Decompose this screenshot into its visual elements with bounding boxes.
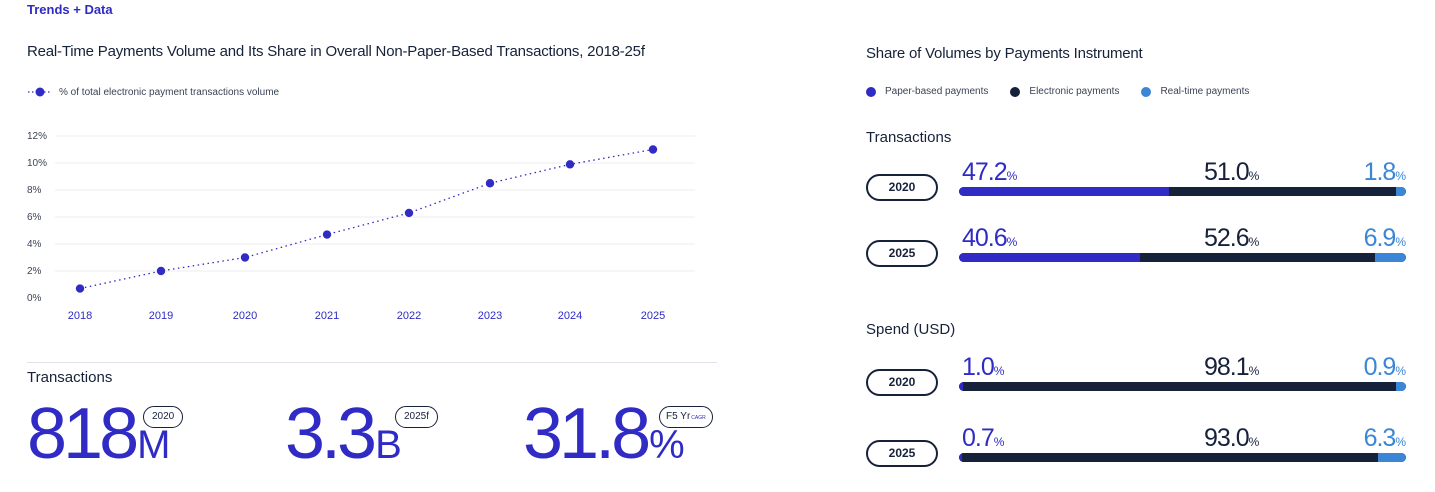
electronic-value: 51.0% bbox=[1204, 158, 1260, 186]
group-label-spend: Spend (USD) bbox=[866, 321, 956, 338]
paper-value: 40.6% bbox=[962, 224, 1018, 252]
share-row: 2020 1.0% 98.1% 0.9% bbox=[866, 353, 1411, 407]
realtime-dot-icon bbox=[1141, 86, 1152, 97]
legend-label: % of total electronic payment transactio… bbox=[59, 86, 280, 98]
data-point bbox=[648, 145, 658, 154]
bar-segment-realtime bbox=[1375, 253, 1406, 262]
year-pill: 2025 bbox=[866, 440, 938, 467]
electronic-value: 52.6% bbox=[1204, 224, 1260, 252]
stat-value: 818M bbox=[27, 394, 171, 474]
year-pill: 2025 bbox=[866, 240, 938, 267]
bar-segment-paper bbox=[959, 453, 963, 462]
paper-value: 0.7% bbox=[962, 424, 1005, 452]
data-point bbox=[485, 179, 495, 188]
stat-unit: % bbox=[649, 423, 685, 467]
x-tick-label: 2023 bbox=[478, 310, 502, 322]
bar-segment-electronic bbox=[963, 382, 1397, 391]
y-tick-label: 12% bbox=[27, 131, 47, 142]
electronic-value: 93.0% bbox=[1204, 424, 1260, 452]
data-point bbox=[565, 160, 575, 169]
line-chart: 0% 2% 4% 6% 8% 10% 12% 2018 2019 2020 2021 2022 2023… bbox=[27, 131, 695, 322]
year-pill: 2020 bbox=[866, 174, 938, 201]
legend-item-paper: Paper-based payments bbox=[866, 86, 988, 97]
x-tick-label: 2025 bbox=[641, 310, 665, 322]
data-point bbox=[240, 253, 250, 262]
bar-segment-realtime bbox=[1396, 382, 1406, 391]
data-point bbox=[404, 208, 414, 218]
share-chart-title: Share of Volumes by Payments Instrument bbox=[866, 45, 1143, 62]
bar-segment-paper bbox=[959, 187, 1170, 196]
bar-segment-electronic bbox=[1140, 253, 1376, 262]
electronic-value: 98.1% bbox=[1204, 353, 1260, 381]
stacked-bar bbox=[959, 382, 1406, 391]
stacked-bar bbox=[959, 187, 1406, 196]
line-chart-legend: % of total electronic payment transactio… bbox=[27, 86, 279, 98]
data-point bbox=[156, 266, 166, 276]
stat-value: 31.8% bbox=[523, 394, 685, 474]
divider bbox=[27, 362, 717, 363]
y-tick-label: 2% bbox=[27, 266, 42, 277]
paper-value: 47.2% bbox=[962, 158, 1018, 186]
line-chart-title: Real-Time Payments Volume and Its Share … bbox=[27, 43, 645, 60]
paper-value: 1.0% bbox=[962, 353, 1005, 381]
data-point bbox=[322, 230, 332, 239]
realtime-value: 6.9% bbox=[1363, 224, 1406, 252]
realtime-value: 0.9% bbox=[1363, 353, 1406, 381]
share-row: 2025 0.7% 93.0% 6.3% bbox=[866, 424, 1411, 478]
y-tick-label: 4% bbox=[27, 239, 42, 250]
bar-segment-paper bbox=[959, 253, 1141, 262]
x-tick-label: 2024 bbox=[558, 310, 582, 322]
transactions-label: Transactions bbox=[27, 369, 113, 386]
legend-item-electronic: Electronic payments bbox=[1010, 86, 1119, 97]
paper-dot-icon bbox=[866, 86, 876, 97]
stat-badge: F5 YrCAGR bbox=[659, 406, 713, 428]
share-chart-legend: Paper-based payments Electronic payments… bbox=[866, 86, 1271, 97]
stat-badge-sub: CAGR bbox=[691, 415, 706, 421]
electronic-dot-icon bbox=[1010, 86, 1021, 97]
stat-unit: M bbox=[137, 423, 171, 467]
bar-segment-electronic bbox=[1169, 187, 1397, 196]
y-tick-label: 8% bbox=[27, 185, 42, 196]
stacked-bar bbox=[959, 453, 1406, 462]
stat-value: 3.3B bbox=[285, 394, 402, 474]
stacked-bar bbox=[959, 253, 1406, 262]
data-point bbox=[75, 284, 85, 293]
x-tick-label: 2018 bbox=[68, 310, 92, 322]
group-label-transactions: Transactions bbox=[866, 129, 952, 146]
y-tick-label: 6% bbox=[27, 212, 42, 223]
share-row: 2020 47.2% 51.0% 1.8% bbox=[866, 158, 1411, 212]
series-line bbox=[79, 148, 654, 290]
bar-segment-realtime bbox=[1377, 453, 1406, 462]
x-tick-label: 2022 bbox=[397, 310, 421, 322]
bar-segment-electronic bbox=[962, 453, 1378, 462]
x-tick-label: 2021 bbox=[315, 310, 339, 322]
y-tick-label: 10% bbox=[27, 158, 47, 169]
bar-segment-paper bbox=[959, 382, 964, 391]
realtime-value: 1.8% bbox=[1363, 158, 1406, 186]
stat-unit: B bbox=[375, 423, 402, 467]
legend-item-realtime: Real-time payments bbox=[1141, 86, 1249, 97]
x-tick-label: 2020 bbox=[233, 310, 257, 322]
x-tick-label: 2019 bbox=[149, 310, 173, 322]
stat-badge: 2025f bbox=[395, 406, 439, 428]
y-tick-label: 0% bbox=[27, 293, 42, 304]
bar-segment-realtime bbox=[1396, 187, 1406, 196]
stat-badge: 2020 bbox=[143, 406, 184, 428]
legend-dot-line-icon bbox=[28, 87, 52, 97]
section-tag: Trends + Data bbox=[27, 2, 113, 17]
share-row: 2025 40.6% 52.6% 6.9% bbox=[866, 224, 1411, 278]
year-pill: 2020 bbox=[866, 369, 938, 396]
realtime-value: 6.3% bbox=[1363, 424, 1406, 452]
